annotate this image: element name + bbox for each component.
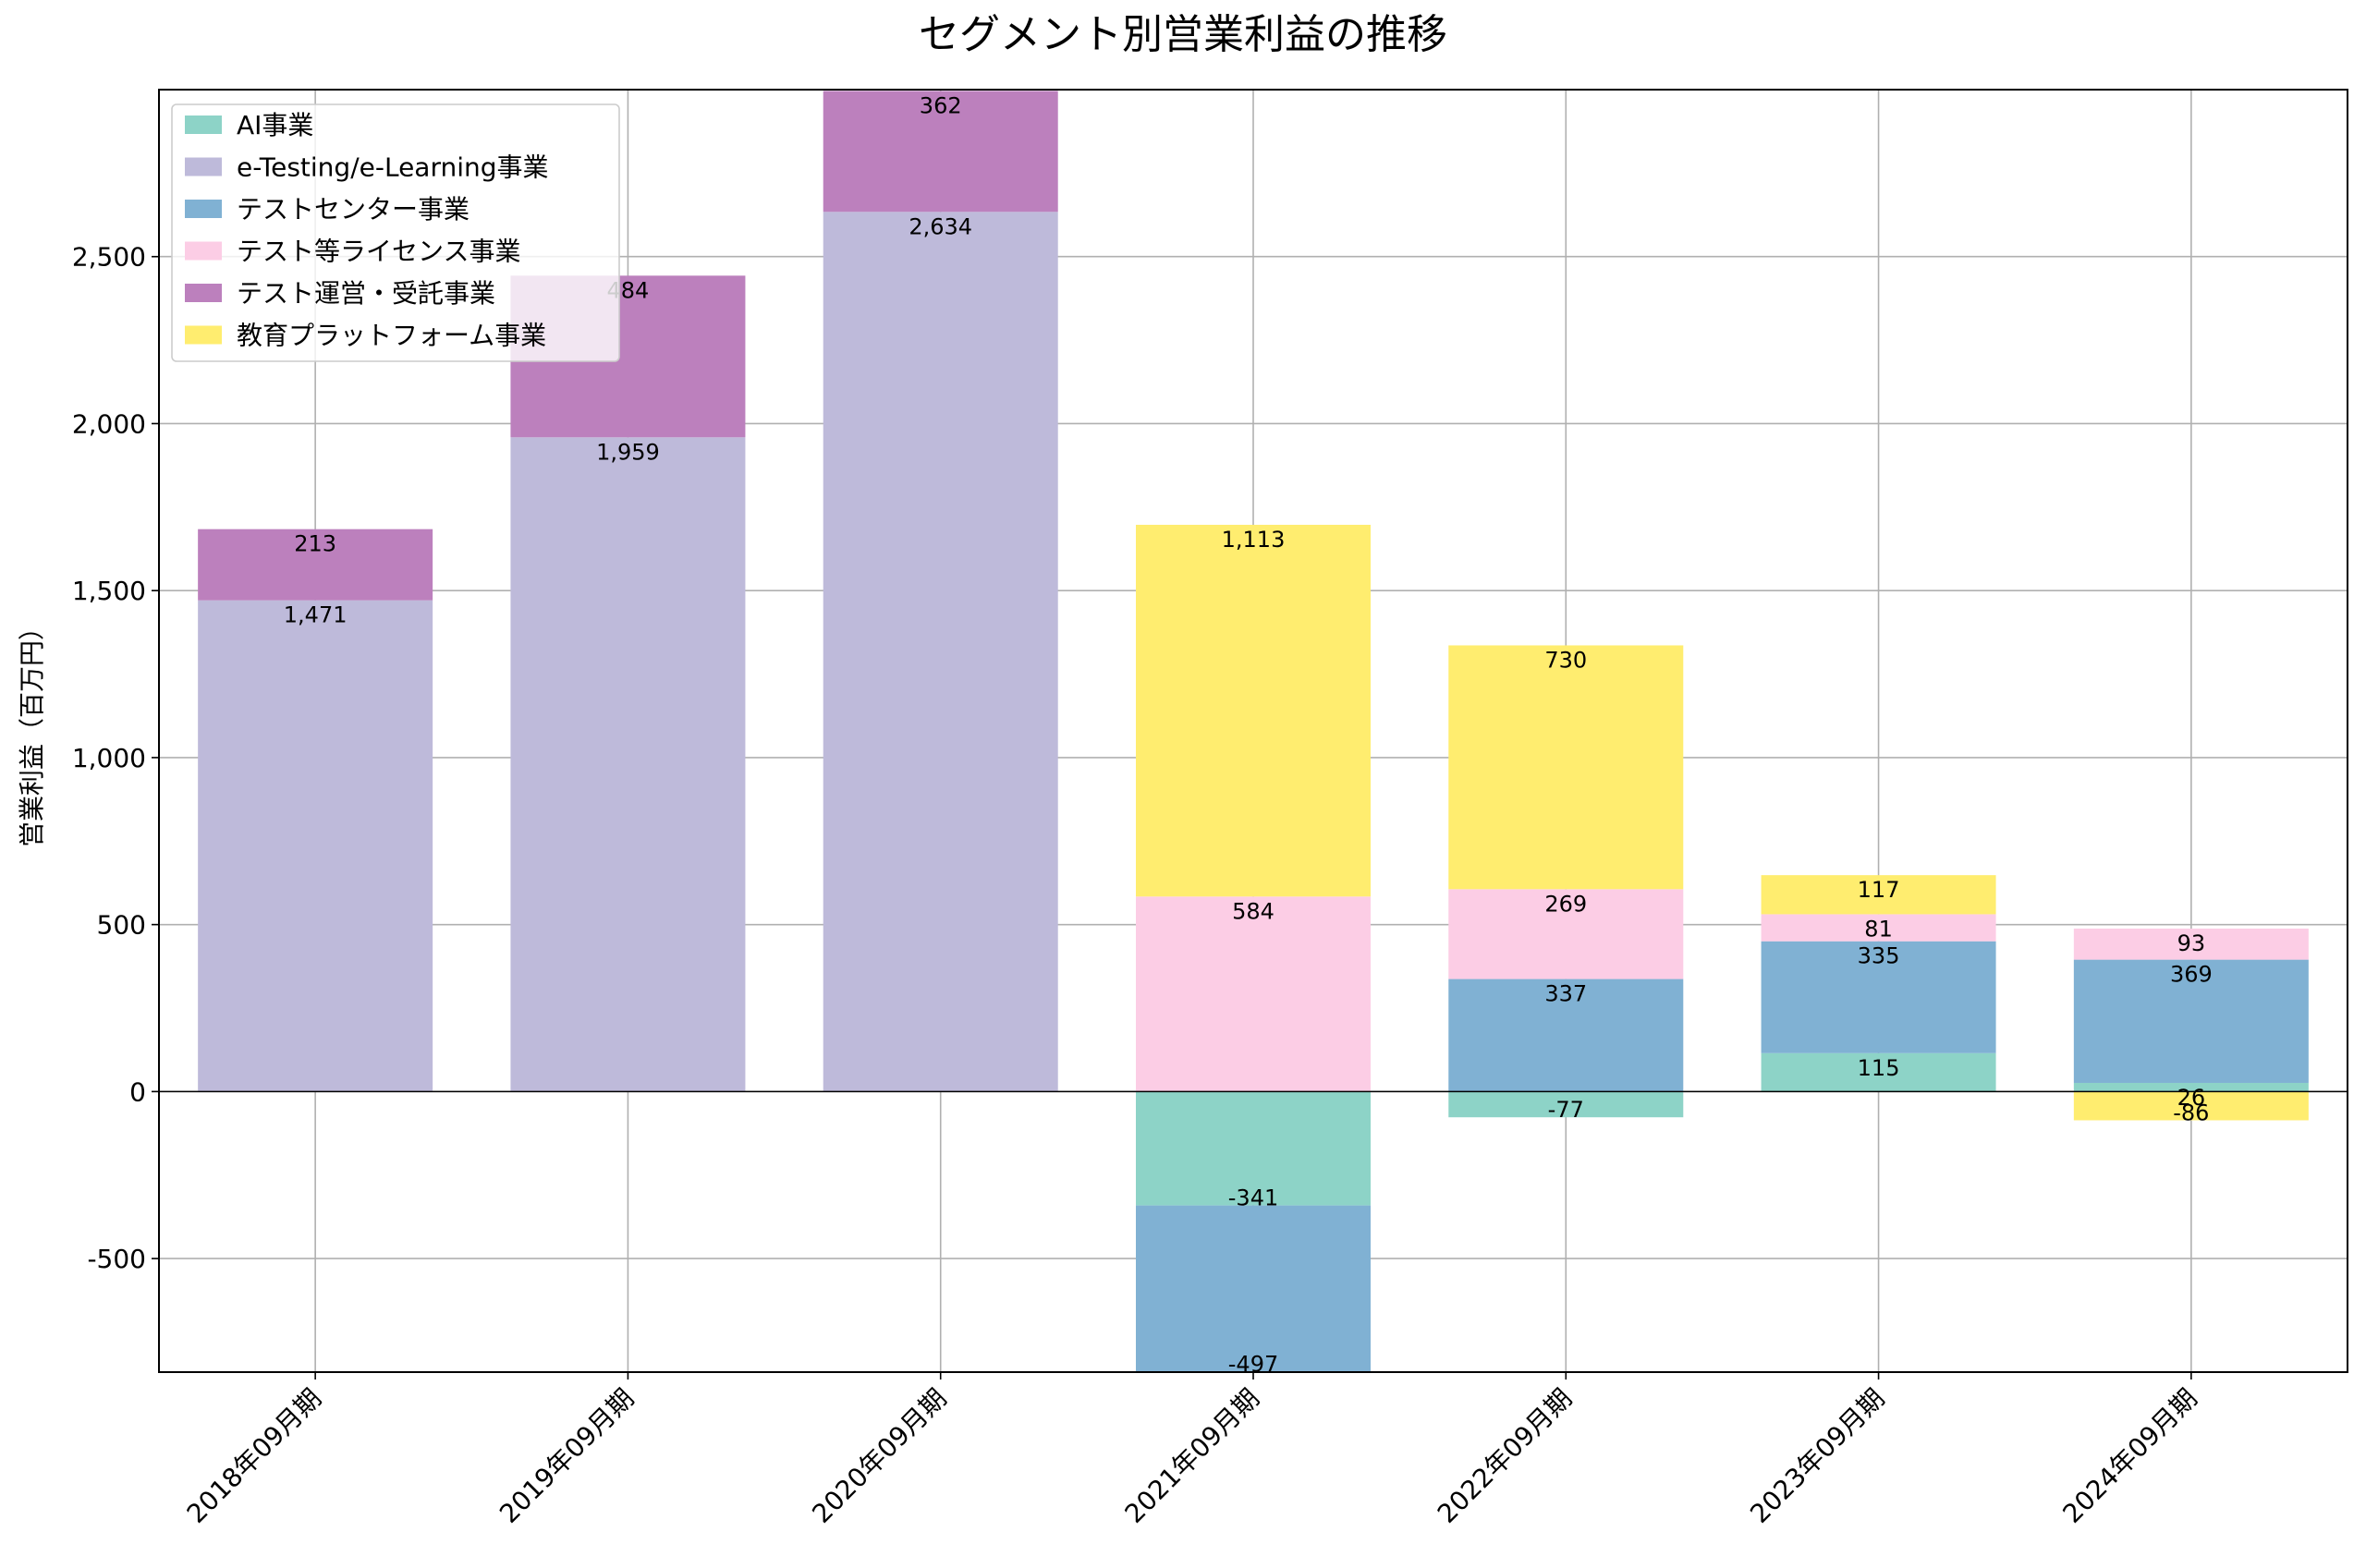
bar-segment	[2073, 1082, 2309, 1092]
data-label: 369	[2170, 962, 2213, 988]
bar-segment	[2073, 959, 2309, 1083]
legend-swatch	[185, 284, 222, 302]
chart-title: セグメント別営業利益の推移	[919, 11, 1447, 58]
legend-entry: テスト運営・受託事業	[237, 278, 495, 309]
data-label: -86	[2173, 1100, 2209, 1125]
x-tick-label: 2022年09月期	[1432, 1383, 1578, 1529]
data-label: 730	[1544, 647, 1587, 673]
bar-segment	[1136, 524, 1371, 897]
data-label: 1,471	[284, 602, 348, 628]
bar-segment	[1448, 1091, 1684, 1118]
y-tick-label: 500	[97, 910, 146, 941]
x-tick-label: 2019年09月期	[494, 1383, 640, 1529]
bar-segment	[1761, 941, 1996, 1053]
bar-segment	[2073, 928, 2309, 960]
data-label: 213	[294, 531, 336, 557]
bar-segment	[198, 600, 433, 1092]
data-label: 81	[1864, 916, 1893, 942]
data-label: 362	[920, 92, 962, 118]
legend-box	[171, 103, 620, 362]
legend-entry: AI事業	[237, 110, 313, 140]
data-label: -77	[1548, 1097, 1584, 1123]
data-label: 2,634	[909, 213, 972, 239]
bar-segment	[1136, 1205, 1371, 1372]
legend-swatch	[185, 200, 222, 218]
data-label: 335	[1858, 943, 1900, 969]
legend-swatch	[185, 241, 222, 261]
legend-entry: 教育プラットフォーム事業	[237, 321, 546, 351]
data-label: 1,113	[1222, 527, 1286, 553]
x-tick-label: 2021年09月期	[1119, 1383, 1265, 1529]
legend-swatch	[185, 325, 222, 345]
bar-segment	[1761, 1052, 1996, 1092]
data-label: 26	[2177, 1085, 2206, 1111]
bar-segment	[1136, 1091, 1371, 1206]
x-tick-label: 2018年09月期	[181, 1383, 327, 1529]
bar-segment	[823, 91, 1058, 213]
y-tick-label: 0	[129, 1076, 146, 1107]
y-tick-label: 1,000	[72, 743, 146, 773]
bar-segment	[1761, 875, 1996, 915]
bar-segment	[1448, 645, 1684, 890]
bar-segment	[1448, 889, 1684, 979]
legend-entry: e-Testing/e-Learning事業	[237, 152, 549, 183]
data-label: -341	[1228, 1185, 1278, 1211]
bar-segment	[823, 212, 1058, 1092]
bar-segment	[510, 437, 746, 1092]
y-tick-label: -500	[87, 1244, 146, 1274]
data-label: 93	[2177, 930, 2206, 956]
data-label: 584	[1232, 898, 1274, 924]
legend-entry: テストセンター事業	[237, 194, 470, 225]
x-tick-label: 2020年09月期	[806, 1383, 952, 1529]
y-tick-label: 2,500	[72, 242, 146, 273]
data-label: 115	[1858, 1055, 1900, 1081]
y-axis-label: 営業利益（百万円）	[17, 614, 47, 847]
bar-segment	[1136, 896, 1371, 1092]
bar-segment	[1448, 978, 1684, 1092]
legend-swatch	[185, 157, 222, 176]
y-tick-label: 1,500	[72, 576, 146, 606]
bar-segment	[198, 529, 433, 601]
data-label: 337	[1544, 981, 1587, 1007]
y-tick-label: 2,000	[72, 408, 146, 439]
legend-entry: テスト等ライセンス事業	[237, 237, 520, 267]
bar-segment	[2073, 1091, 2309, 1121]
data-label: 269	[1544, 891, 1587, 917]
data-label: 1,959	[596, 439, 660, 465]
data-label: 117	[1858, 877, 1900, 903]
x-tick-label: 2023年09月期	[1744, 1383, 1890, 1529]
x-tick-label: 2024年09月期	[2056, 1383, 2202, 1529]
legend-swatch	[185, 115, 222, 134]
legend: AI事業 e-Testing/e-Learning事業テストセンター事業テスト等ラ…	[171, 103, 620, 362]
bar-segment	[1761, 914, 1996, 942]
